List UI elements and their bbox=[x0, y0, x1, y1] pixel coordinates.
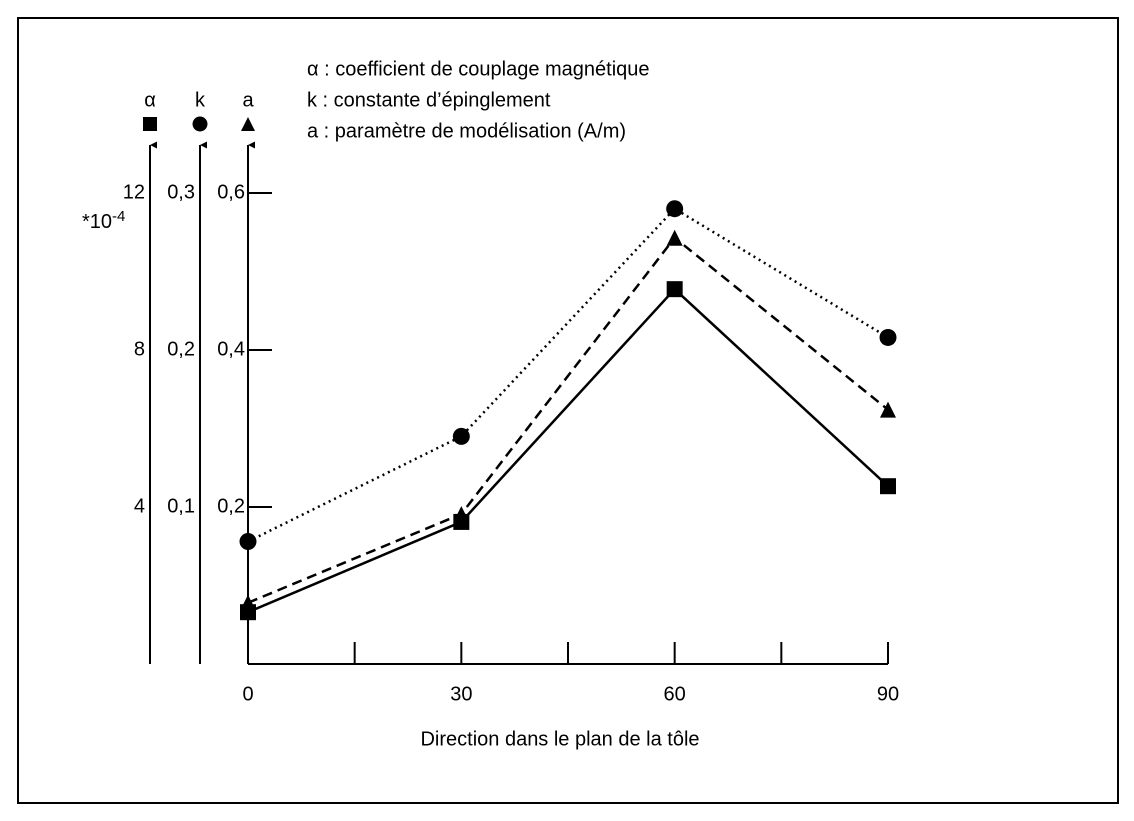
axis-header: α bbox=[144, 89, 156, 111]
marker-circle bbox=[239, 533, 257, 551]
x-tick-label: 30 bbox=[450, 683, 472, 705]
series-line bbox=[247, 287, 889, 614]
y-tick-label: 4 bbox=[134, 495, 145, 517]
marker-square bbox=[880, 478, 896, 495]
marker-square bbox=[143, 117, 157, 131]
marker-triangle bbox=[453, 506, 470, 523]
marker-triangle bbox=[666, 229, 683, 246]
legend-text: k : constante d’épinglement bbox=[307, 89, 551, 111]
axis-header: k bbox=[195, 89, 206, 111]
marker-triangle bbox=[240, 594, 256, 611]
marker-circle bbox=[879, 328, 897, 346]
axis-header: a bbox=[242, 89, 254, 111]
marker-square bbox=[666, 281, 683, 298]
x-tick-label: 60 bbox=[664, 683, 686, 705]
legend-text: α : coefficient de couplage magnétique bbox=[307, 58, 650, 80]
y3-tick-label: 0,2 bbox=[217, 495, 245, 517]
marker-triangle bbox=[880, 401, 896, 418]
legend-text: a : paramètre de modélisation (A/m) bbox=[307, 120, 626, 142]
marker-circle bbox=[452, 427, 470, 445]
marker-triangle bbox=[241, 117, 255, 131]
marker-circle bbox=[666, 200, 684, 218]
y2-tick-label: 0,3 bbox=[167, 181, 195, 203]
series-line bbox=[247, 235, 889, 604]
y2-tick-label: 0,1 bbox=[167, 495, 195, 517]
y3-tick-label: 0,6 bbox=[217, 181, 245, 203]
frame bbox=[17, 17, 1119, 804]
x-axis-label: Direction dans le plan de la tôle bbox=[420, 728, 699, 750]
y-tick-label: 12 bbox=[123, 181, 145, 203]
multiplier-exponent: -4 bbox=[112, 208, 125, 225]
y3-tick-label: 0,4 bbox=[217, 338, 245, 360]
multiplier-base: *10 bbox=[82, 211, 112, 233]
y-tick-label: 8 bbox=[134, 338, 145, 360]
y2-tick-label: 0,2 bbox=[167, 338, 195, 360]
x-tick-label: 0 bbox=[242, 683, 253, 705]
marker-circle bbox=[192, 116, 208, 132]
y-multiplier: *10-4 bbox=[82, 208, 125, 233]
x-tick-label: 90 bbox=[877, 683, 899, 705]
